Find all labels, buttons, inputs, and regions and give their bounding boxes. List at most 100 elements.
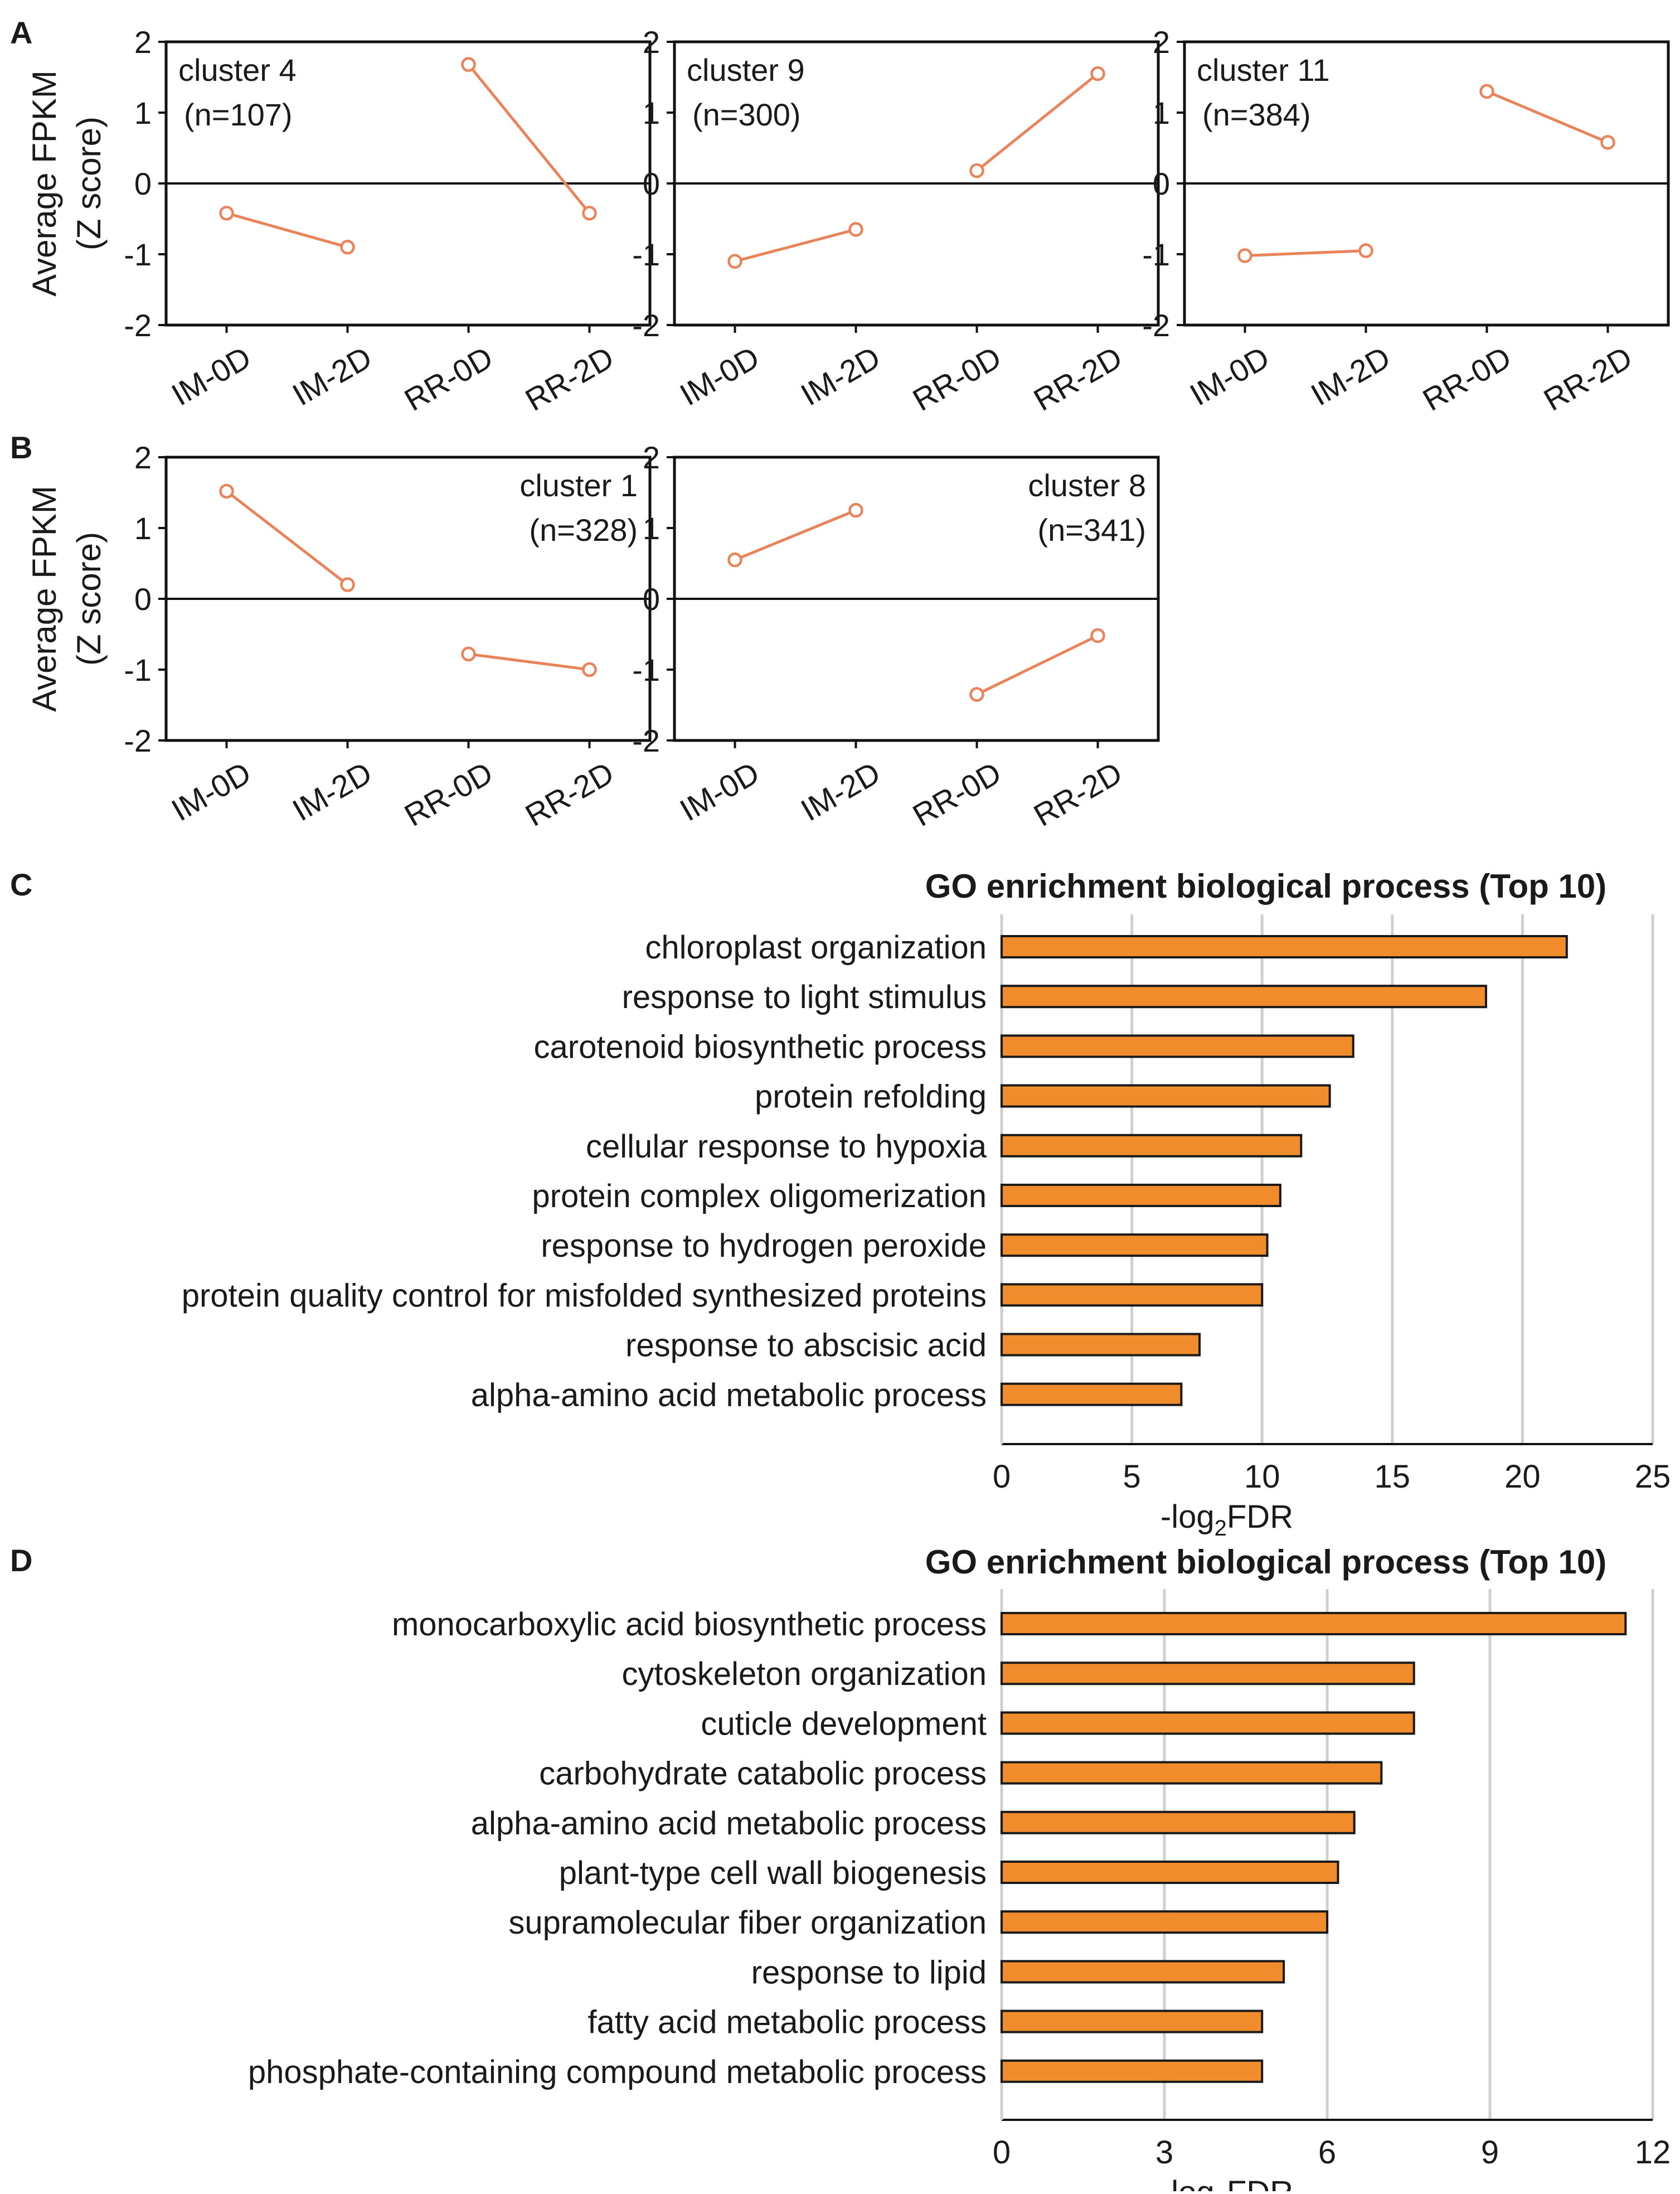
x-tick-label: 9 [1481, 2134, 1499, 2171]
series-segment [734, 228, 857, 263]
y-tick-label: 0 [643, 582, 660, 617]
y-tick-label: 2 [643, 440, 660, 475]
x-axis-label: -log2FDR [1161, 2174, 1293, 2191]
line-chart-cluster9: -2 -1 0 1 2 IM-0D IM-2D RR-0D RR-2D cluster 9 (n=3… [632, 25, 1160, 418]
panel-letter-d: D [10, 1543, 32, 1578]
x-tick-label: 12 [1635, 2134, 1671, 2171]
y-tick-label: 1 [134, 95, 152, 130]
x-category-label: RR-2D [1028, 340, 1128, 418]
x-category-label: IM-0D [166, 340, 257, 413]
x-category-label: IM-2D [795, 340, 886, 413]
x-category-label: RR-0D [907, 755, 1007, 833]
data-point [1237, 248, 1252, 263]
x-tick-label: 3 [1155, 2134, 1173, 2171]
y-axis-label-line2: (Z score) [70, 117, 108, 250]
category-label: alpha-amino acid metabolic process [471, 1805, 987, 1842]
cluster-label: cluster 1 [519, 468, 638, 503]
category-label: cellular response to hypoxia [586, 1129, 987, 1165]
cluster-count: (n=107) [184, 97, 293, 132]
bar [1001, 1810, 1356, 1834]
x-tick-label: 0 [993, 2134, 1011, 2171]
y-tick-label: 0 [134, 166, 152, 201]
category-label: supramolecular fiber organization [508, 1905, 987, 1941]
y-tick-label: -2 [632, 723, 660, 758]
bar [1001, 1283, 1264, 1307]
series-segment [226, 211, 348, 249]
x-tick-label: 10 [1244, 1459, 1280, 1495]
y-tick-label: 2 [134, 25, 152, 60]
panel-letter-c: C [10, 867, 32, 902]
y-tick-label: -1 [124, 237, 152, 272]
x-axis-label-tail: FDR [1227, 2174, 1293, 2191]
x-axis-label-tail: FDR [1227, 1499, 1293, 1535]
x-category-label: RR-0D [399, 340, 499, 418]
y-tick-label: -2 [632, 308, 660, 343]
bar [1001, 1184, 1281, 1207]
x-category-label: RR-2D [519, 755, 620, 833]
category-label: cuticle development [701, 1706, 987, 1742]
category-label: protein complex oligomerization [532, 1178, 987, 1214]
data-point [461, 646, 476, 662]
bar [1001, 1711, 1415, 1735]
y-tick-label: 2 [134, 440, 152, 475]
bar [1001, 1612, 1627, 1635]
y-tick-label: -2 [1142, 308, 1170, 343]
data-point [340, 577, 355, 592]
y-tick-label: 1 [134, 511, 152, 546]
data-point [219, 483, 234, 499]
x-tick-label: 20 [1504, 1459, 1541, 1495]
series-segment [467, 64, 591, 214]
cluster-count: (n=300) [692, 97, 801, 132]
data-point [582, 662, 597, 677]
data-point [1600, 135, 1615, 150]
bar [1001, 1134, 1303, 1157]
series-segment [468, 652, 590, 671]
y-axis-label-line2: (Z score) [70, 532, 108, 666]
y-tick-label: -1 [632, 237, 660, 272]
bar [1001, 2009, 1264, 2033]
category-label: response to hydrogen peroxide [541, 1228, 987, 1264]
y-tick-label: 2 [1153, 25, 1170, 60]
y-axis-label-line1: Average FPKM [26, 70, 63, 297]
data-point [219, 206, 234, 221]
data-point [969, 687, 984, 702]
y-tick-label: 2 [643, 25, 660, 60]
bar [1001, 1761, 1383, 1785]
cluster-count: (n=384) [1202, 97, 1311, 132]
category-label: carbohydrate catabolic process [539, 1756, 987, 1792]
x-category-label: RR-0D [399, 755, 499, 833]
x-axis-label-main: -log [1161, 2174, 1215, 2191]
bar [1001, 985, 1487, 1009]
x-category-label: IM-0D [1184, 340, 1275, 413]
category-label: phosphate-containing compound metabolic … [248, 2054, 987, 2090]
line-chart-cluster11: -2 -1 0 1 2 IM-0D IM-2D RR-0D RR-2D cluster 11 (n=… [1142, 25, 1670, 418]
x-category-label: RR-2D [519, 340, 620, 418]
x-tick-label: 15 [1375, 1459, 1411, 1495]
data-point [727, 552, 742, 568]
y-tick-label: 0 [643, 166, 660, 201]
bar [1001, 1960, 1285, 1984]
category-label: response to abscisic acid [625, 1328, 987, 1364]
bar-chart-goD: GO enrichment biological process (Top 10… [248, 1543, 1671, 2194]
bar [1001, 1084, 1331, 1108]
data-point [582, 206, 597, 221]
category-label: monocarboxylic acid biosynthetic process [392, 1606, 987, 1643]
x-category-label: IM-2D [287, 340, 378, 413]
y-tick-label: 1 [1153, 95, 1170, 130]
cluster-label: cluster 9 [687, 52, 805, 88]
category-label: alpha-amino acid metabolic process [471, 1377, 987, 1413]
y-tick-label: 1 [643, 511, 660, 546]
y-tick-label: -1 [124, 652, 152, 687]
cluster-label: cluster 4 [178, 52, 297, 88]
category-label: fatty acid metabolic process [587, 2004, 987, 2041]
data-point [1479, 84, 1494, 99]
x-tick-label: 0 [993, 1459, 1011, 1495]
x-category-label: IM-0D [674, 340, 765, 413]
data-point [727, 254, 742, 269]
y-tick-label: 1 [643, 95, 660, 130]
x-category-label: RR-2D [1028, 755, 1128, 833]
data-point [1090, 66, 1105, 81]
x-category-label: RR-2D [1538, 340, 1638, 418]
